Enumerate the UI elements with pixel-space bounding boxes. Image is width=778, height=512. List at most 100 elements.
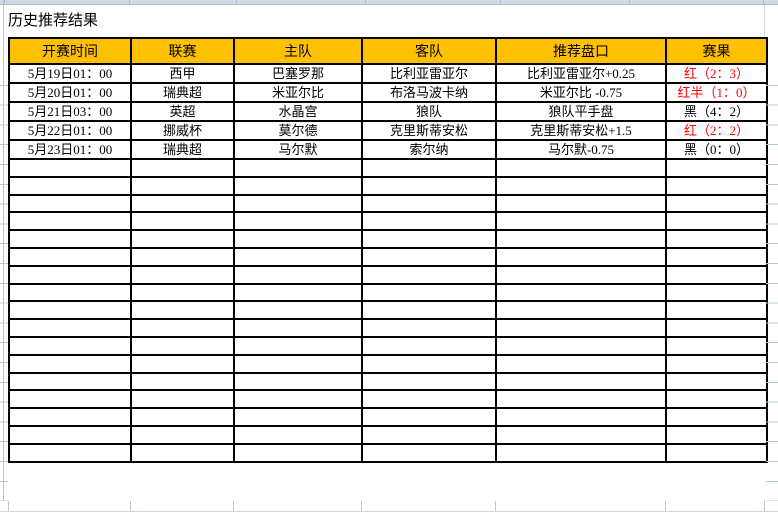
empty-cell[interactable]: [130, 353, 235, 374]
empty-cell[interactable]: [233, 318, 363, 338]
empty-cell[interactable]: [130, 246, 235, 267]
empty-cell[interactable]: [361, 211, 497, 232]
cell-handicap[interactable]: 狼队平手盘: [495, 101, 667, 122]
empty-cell[interactable]: [495, 335, 667, 356]
empty-cell[interactable]: [130, 193, 235, 214]
empty-cell[interactable]: [130, 175, 235, 196]
empty-cell[interactable]: [130, 424, 235, 445]
empty-cell[interactable]: [8, 246, 132, 267]
empty-cell[interactable]: [361, 407, 497, 427]
cell-time[interactable]: 5月23日01：00: [8, 139, 132, 160]
cell-result[interactable]: 红（2：3）: [665, 63, 768, 84]
cell-result[interactable]: 红（2：2）: [665, 120, 768, 141]
empty-cell[interactable]: [130, 371, 235, 392]
empty-cell[interactable]: [495, 407, 667, 427]
empty-cell[interactable]: [130, 318, 235, 338]
empty-cell[interactable]: [233, 300, 363, 321]
empty-cell[interactable]: [233, 407, 363, 427]
empty-cell[interactable]: [665, 211, 768, 232]
empty-cell[interactable]: [8, 353, 132, 374]
empty-cell[interactable]: [8, 282, 132, 303]
empty-cell[interactable]: [665, 318, 768, 338]
empty-cell[interactable]: [8, 193, 132, 214]
empty-cell[interactable]: [361, 442, 497, 463]
empty-cell[interactable]: [495, 264, 667, 285]
empty-cell[interactable]: [8, 371, 132, 392]
empty-cell[interactable]: [495, 175, 667, 196]
empty-cell[interactable]: [495, 318, 667, 338]
empty-cell[interactable]: [233, 389, 363, 410]
empty-cell[interactable]: [495, 371, 667, 392]
empty-cell[interactable]: [665, 282, 768, 303]
empty-cell[interactable]: [665, 264, 768, 285]
empty-cell[interactable]: [665, 193, 768, 214]
empty-cell[interactable]: [130, 442, 235, 463]
empty-cell[interactable]: [495, 158, 667, 178]
empty-cell[interactable]: [361, 353, 497, 374]
empty-cell[interactable]: [233, 175, 363, 196]
empty-cell[interactable]: [361, 335, 497, 356]
empty-cell[interactable]: [495, 246, 667, 267]
empty-cell[interactable]: [361, 264, 497, 285]
empty-cell[interactable]: [665, 175, 768, 196]
column-header-away[interactable]: 客队: [361, 37, 497, 65]
cell-handicap[interactable]: 克里斯蒂安松+1.5: [495, 120, 667, 141]
empty-cell[interactable]: [361, 318, 497, 338]
column-header-league[interactable]: 联赛: [130, 37, 235, 65]
empty-cell[interactable]: [495, 389, 667, 410]
empty-cell[interactable]: [361, 158, 497, 178]
empty-cell[interactable]: [495, 442, 667, 463]
empty-cell[interactable]: [8, 335, 132, 356]
empty-cell[interactable]: [665, 300, 768, 321]
empty-cell[interactable]: [8, 442, 132, 463]
cell-home[interactable]: 马尔默: [233, 139, 363, 160]
empty-cell[interactable]: [233, 282, 363, 303]
cell-away[interactable]: 布洛马波卡纳: [361, 82, 497, 103]
empty-cell[interactable]: [361, 282, 497, 303]
empty-cell[interactable]: [665, 353, 768, 374]
cell-time[interactable]: 5月22日01：00: [8, 120, 132, 141]
empty-cell[interactable]: [8, 158, 132, 178]
empty-cell[interactable]: [665, 407, 768, 427]
empty-cell[interactable]: [361, 389, 497, 410]
cell-result[interactable]: 红半（1：0）: [665, 82, 768, 103]
cell-time[interactable]: 5月20日01：00: [8, 82, 132, 103]
empty-cell[interactable]: [495, 353, 667, 374]
cell-handicap[interactable]: 比利亚雷亚尔+0.25: [495, 63, 667, 84]
cell-away[interactable]: 克里斯蒂安松: [361, 120, 497, 141]
column-header-home[interactable]: 主队: [233, 37, 363, 65]
cell-league[interactable]: 瑞典超: [130, 82, 235, 103]
empty-cell[interactable]: [665, 335, 768, 356]
empty-cell[interactable]: [233, 158, 363, 178]
empty-cell[interactable]: [8, 407, 132, 427]
cell-league[interactable]: 英超: [130, 101, 235, 122]
empty-cell[interactable]: [8, 229, 132, 249]
empty-cell[interactable]: [8, 175, 132, 196]
empty-cell[interactable]: [8, 424, 132, 445]
column-header-result[interactable]: 赛果: [665, 37, 768, 65]
empty-cell[interactable]: [8, 300, 132, 321]
empty-cell[interactable]: [233, 335, 363, 356]
empty-cell[interactable]: [665, 371, 768, 392]
empty-cell[interactable]: [130, 300, 235, 321]
cell-result[interactable]: 黑（4：2）: [665, 101, 768, 122]
cell-home[interactable]: 莫尔德: [233, 120, 363, 141]
empty-cell[interactable]: [361, 175, 497, 196]
empty-cell[interactable]: [495, 300, 667, 321]
cell-league[interactable]: 西甲: [130, 63, 235, 84]
cell-home[interactable]: 米亚尔比: [233, 82, 363, 103]
empty-cell[interactable]: [130, 389, 235, 410]
empty-cell[interactable]: [361, 300, 497, 321]
empty-cell[interactable]: [495, 229, 667, 249]
empty-cell[interactable]: [130, 335, 235, 356]
empty-cell[interactable]: [361, 424, 497, 445]
empty-cell[interactable]: [8, 318, 132, 338]
cell-league[interactable]: 瑞典超: [130, 139, 235, 160]
empty-cell[interactable]: [130, 211, 235, 232]
cell-away[interactable]: 狼队: [361, 101, 497, 122]
cell-handicap[interactable]: 马尔默-0.75: [495, 139, 667, 160]
cell-league[interactable]: 挪威杯: [130, 120, 235, 141]
empty-cell[interactable]: [665, 389, 768, 410]
cell-home[interactable]: 水晶宫: [233, 101, 363, 122]
empty-cell[interactable]: [130, 264, 235, 285]
